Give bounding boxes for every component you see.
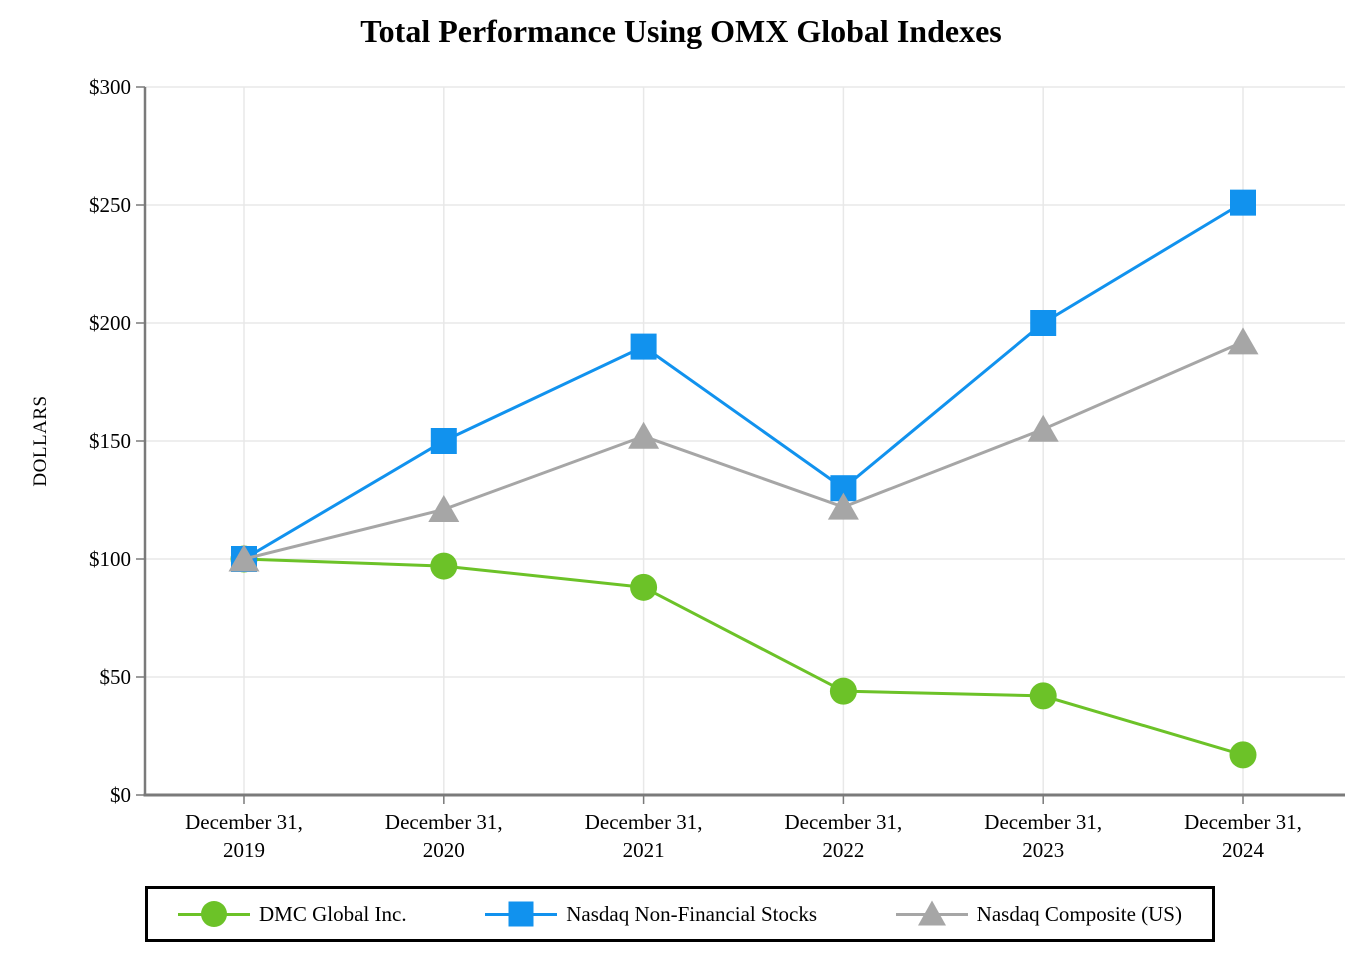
triangle-series-marker-icon bbox=[895, 898, 968, 930]
data-point-circle bbox=[1229, 741, 1257, 769]
chart-title: Total Performance Using OMX Global Index… bbox=[360, 13, 1002, 49]
y-tick-label: $100 bbox=[89, 547, 131, 571]
x-tick-label: December 31, 2024 bbox=[1184, 810, 1302, 862]
data-point-square bbox=[1230, 189, 1256, 216]
legend-item-nasdaq-composite: Nasdaq Composite (US) bbox=[895, 898, 1182, 930]
legend-label-dmc-global-inc: DMC Global Inc. bbox=[259, 901, 407, 926]
x-tick-label: December 31, 2022 bbox=[785, 810, 903, 862]
series-line-triangle bbox=[243, 340, 1244, 561]
data-point-triangle bbox=[1027, 414, 1059, 442]
data-point-square bbox=[430, 428, 457, 454]
legend: DMC Global Inc. Nasdaq Non-Financial Sto… bbox=[145, 886, 1215, 942]
series-line-circle bbox=[243, 557, 1244, 757]
y-tick-label: $50 bbox=[100, 665, 132, 689]
square-icon bbox=[508, 901, 534, 927]
data-point-triangle bbox=[1227, 327, 1259, 355]
y-tick-label: $150 bbox=[89, 429, 131, 453]
data-point-triangle bbox=[428, 494, 460, 522]
circle-icon bbox=[201, 901, 227, 927]
data-point-triangle bbox=[228, 544, 260, 572]
x-tick-label: December 31, 2021 bbox=[585, 810, 703, 862]
legend-item-dmc-global-inc: DMC Global Inc. bbox=[178, 898, 407, 930]
x-tick-label: December 31, 2020 bbox=[385, 810, 503, 862]
data-point-circle bbox=[430, 552, 458, 580]
y-tick-label: $200 bbox=[89, 311, 131, 335]
x-tick-label: December 31, 2019 bbox=[185, 810, 303, 862]
data-point-circle bbox=[630, 573, 658, 601]
circle-series-marker-icon bbox=[178, 898, 250, 930]
legend-item-nasdaq-non-financial: Nasdaq Non-Financial Stocks bbox=[485, 898, 817, 930]
data-point-circle bbox=[829, 677, 857, 705]
y-tick-label: $0 bbox=[110, 783, 131, 807]
data-point-triangle bbox=[628, 421, 660, 449]
data-point-circle bbox=[1029, 682, 1057, 710]
x-tick-label: December 31, 2023 bbox=[984, 810, 1102, 862]
y-tick-label: $300 bbox=[89, 75, 131, 99]
legend-label-nasdaq-composite: Nasdaq Composite (US) bbox=[976, 901, 1182, 926]
data-point-square bbox=[1030, 310, 1057, 336]
square-series-marker-icon bbox=[485, 898, 558, 930]
triangle-icon bbox=[917, 900, 946, 926]
legend-label-nasdaq-non-financial: Nasdaq Non-Financial Stocks bbox=[566, 901, 818, 926]
y-tick-label: $250 bbox=[89, 193, 131, 217]
data-point-triangle bbox=[827, 492, 859, 520]
data-point-square bbox=[630, 333, 657, 360]
series-line-square bbox=[243, 201, 1244, 561]
